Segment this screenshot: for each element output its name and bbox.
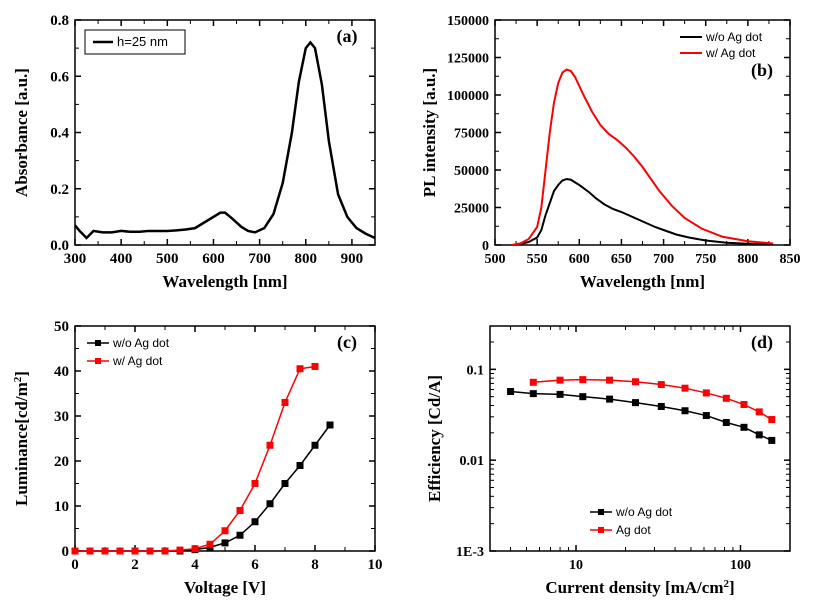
svg-text:Voltage [V]: Voltage [V] (184, 578, 266, 597)
svg-text:w/o Ag dot: w/o Ag dot (705, 30, 763, 44)
svg-text:Efficiency [Cd/A]: Efficiency [Cd/A] (425, 375, 444, 502)
legend-a: h=25 nm (117, 34, 168, 49)
svg-text:0.2: 0.2 (50, 182, 69, 198)
svg-text:500: 500 (485, 252, 506, 267)
svg-text:600: 600 (569, 252, 590, 267)
svg-text:1E-3: 1E-3 (456, 545, 484, 560)
svg-text:0: 0 (71, 557, 79, 573)
svg-text:750: 750 (695, 252, 716, 267)
svg-text:w/ Ag dot: w/ Ag dot (112, 354, 163, 368)
svg-text:0: 0 (62, 544, 70, 560)
svg-text:75000: 75000 (454, 127, 489, 142)
svg-text:(b): (b) (751, 60, 773, 81)
svg-text:10: 10 (54, 499, 69, 515)
svg-text:10: 10 (368, 557, 383, 573)
svg-text:125000: 125000 (447, 52, 489, 67)
svg-text:6: 6 (251, 557, 259, 573)
svg-text:600: 600 (202, 251, 225, 267)
svg-text:0.6: 0.6 (50, 69, 69, 85)
svg-text:700: 700 (248, 251, 271, 267)
svg-text:30: 30 (54, 409, 69, 425)
svg-text:850: 850 (780, 252, 801, 267)
svg-text:10: 10 (569, 558, 583, 573)
svg-text:w/o Ag dot: w/o Ag dot (615, 505, 673, 519)
svg-text:Wavelength [nm]: Wavelength [nm] (580, 272, 705, 291)
svg-text:800: 800 (737, 252, 758, 267)
svg-text:w/ Ag dot: w/ Ag dot (705, 46, 756, 60)
svg-text:650: 650 (611, 252, 632, 267)
svg-text:0.8: 0.8 (50, 13, 69, 29)
svg-text:(c): (c) (337, 332, 357, 353)
svg-text:0.01: 0.01 (460, 454, 485, 469)
svg-text:0.0: 0.0 (50, 238, 69, 254)
svg-text:Luminance[cd/m2]: Luminance[cd/m2] (12, 371, 31, 506)
svg-text:0.1: 0.1 (467, 363, 485, 378)
svg-text:(d): (d) (751, 332, 773, 353)
svg-text:Current density [mA/cm2]: Current density [mA/cm2] (545, 578, 734, 597)
svg-text:40: 40 (54, 364, 69, 380)
svg-text:150000: 150000 (447, 14, 489, 29)
svg-text:PL intensity [a.u.]: PL intensity [a.u.] (420, 68, 439, 197)
ylabel-a: Absorbance [a.u.] (12, 68, 31, 197)
svg-text:500: 500 (156, 251, 179, 267)
chart-grid: 3004005006007008009000.00.20.40.60.8Wave… (0, 0, 821, 613)
xlabel-a: Wavelength [nm] (162, 272, 287, 291)
svg-text:Ag dot: Ag dot (616, 523, 651, 537)
svg-text:25000: 25000 (454, 202, 489, 217)
svg-text:400: 400 (110, 251, 133, 267)
svg-text:100000: 100000 (447, 89, 489, 104)
svg-text:550: 550 (527, 252, 548, 267)
panel-c: 0 2 4 6 8 10 0 10 20 30 40 50 Voltage [V] Luminance[c… (0, 306, 410, 613)
svg-text:8: 8 (311, 557, 319, 573)
panel-label-a: (a) (337, 26, 358, 47)
svg-text:4: 4 (191, 557, 199, 573)
svg-text:700: 700 (653, 252, 674, 267)
panel-d: 10 100 1E-3 0.01 0.1 Current density [mA/cm2]… (410, 306, 821, 613)
svg-text:800: 800 (295, 251, 318, 267)
svg-text:100: 100 (730, 558, 751, 573)
svg-text:w/o Ag dot: w/o Ag dot (112, 336, 170, 350)
svg-text:0.4: 0.4 (50, 126, 69, 142)
svg-text:20: 20 (54, 454, 69, 470)
svg-text:2: 2 (131, 557, 139, 573)
svg-text:0: 0 (482, 239, 489, 254)
panel-b: 500 550 600 650 700 750 800 850 0 25000 50000 75000… (410, 0, 821, 306)
svg-text:900: 900 (341, 251, 364, 267)
svg-text:50: 50 (54, 319, 69, 335)
panel-a: 3004005006007008009000.00.20.40.60.8Wave… (0, 0, 410, 306)
svg-text:50000: 50000 (454, 164, 489, 179)
